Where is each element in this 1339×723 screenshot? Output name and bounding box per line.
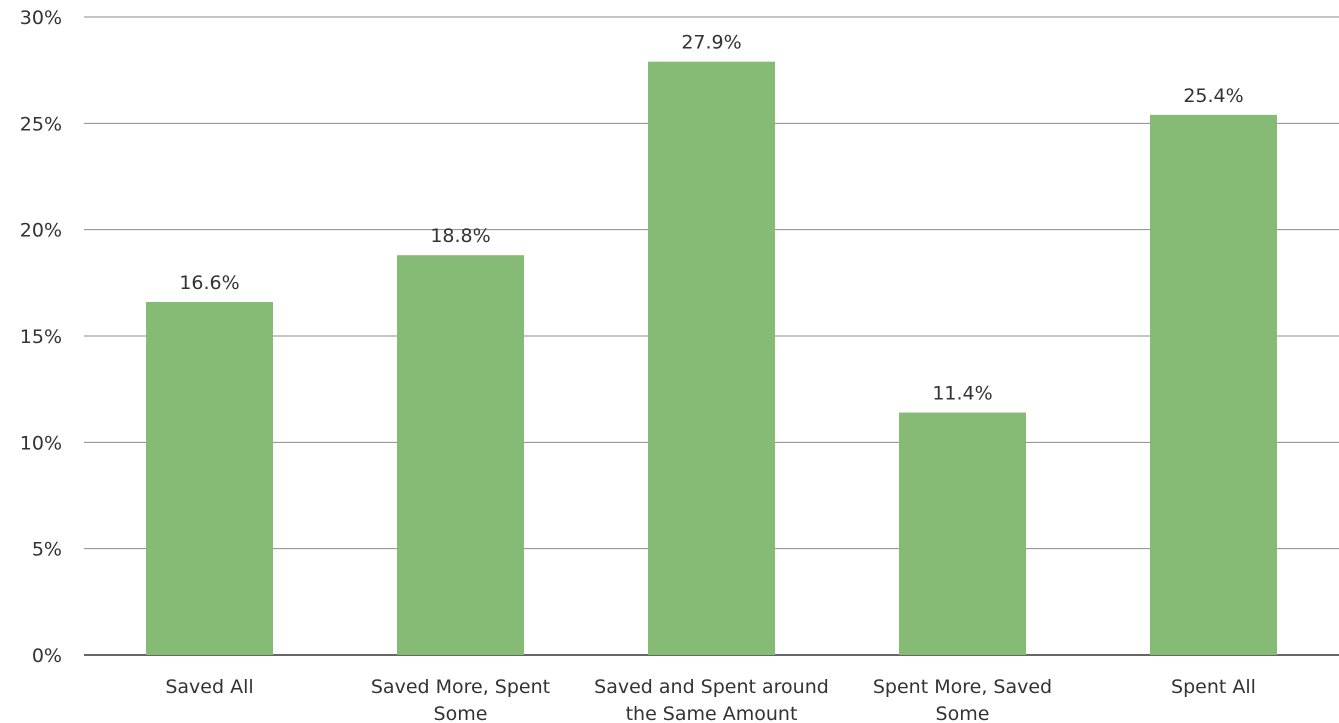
- y-tick-label: 10%: [20, 432, 62, 454]
- bar-value-label: 25.4%: [1183, 85, 1243, 107]
- y-tick-label: 15%: [20, 326, 62, 348]
- x-category-label: Some: [936, 703, 990, 723]
- bar: [146, 301, 273, 655]
- y-tick-label: 20%: [20, 220, 62, 242]
- x-category-label: Spent More, Saved: [873, 676, 1052, 698]
- x-category-label: Saved and Spent around: [594, 676, 829, 698]
- bars: [146, 61, 1277, 656]
- bar-value-label: 16.6%: [179, 272, 239, 294]
- x-axis-categories: Saved All Saved More, Spent Some Saved and …: [165, 676, 1256, 723]
- bar-value-label: 18.8%: [430, 225, 490, 247]
- y-tick-label: 25%: [20, 113, 62, 135]
- y-axis-ticks: 0% 5% 10% 15% 20% 25% 30%: [20, 7, 62, 667]
- data-labels: 16.6% 18.8% 27.9% 11.4% 25.4%: [179, 32, 1243, 405]
- x-category-label: Saved All: [165, 676, 253, 698]
- bar: [648, 61, 775, 656]
- x-category-label: Some: [434, 703, 488, 723]
- y-tick-label: 0%: [32, 645, 62, 667]
- x-category-label: Saved More, Spent: [371, 676, 550, 698]
- bar: [397, 255, 524, 656]
- x-category-label: Spent All: [1171, 676, 1256, 698]
- y-tick-label: 5%: [32, 539, 62, 561]
- y-tick-label: 30%: [20, 7, 62, 29]
- x-category-label: the Same Amount: [626, 703, 798, 723]
- bar-value-label: 11.4%: [932, 383, 992, 405]
- bar: [1150, 114, 1277, 656]
- bar: [899, 412, 1026, 655]
- bar-value-label: 27.9%: [681, 32, 741, 54]
